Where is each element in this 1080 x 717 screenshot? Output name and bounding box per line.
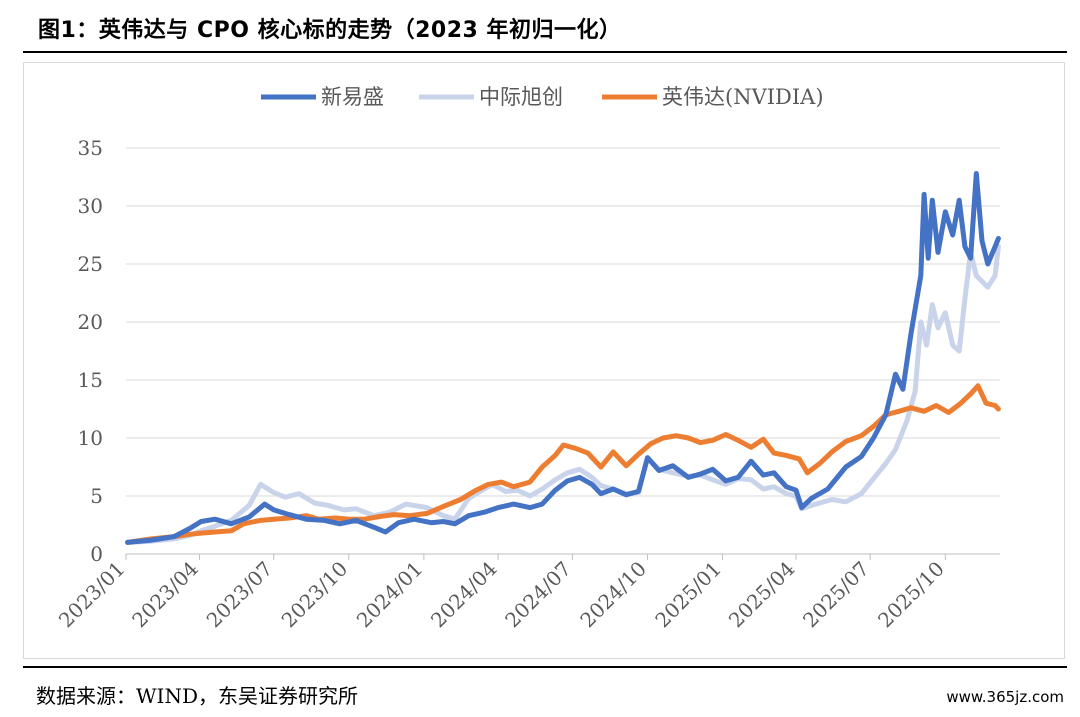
series-line-1 [125, 244, 1001, 545]
y-tick-label: 30 [78, 194, 103, 218]
x-tick-label: 2023/07 [202, 557, 278, 633]
chart-legend: 新易盛 中际旭创 英伟达(NVIDIA) [261, 85, 824, 109]
figure-title: 图1：英伟达与 CPO 核心标的走势（2023 年初归一化） [38, 18, 622, 43]
series-line-2 [125, 383, 1001, 545]
x-tick-label: 2024/07 [500, 557, 576, 633]
bottom-rule [23, 666, 1067, 668]
x-tick-label: 2025/01 [650, 557, 726, 633]
x-tick-label: 2025/07 [798, 557, 874, 633]
x-tick-label: 2023/04 [127, 557, 203, 633]
y-tick-label: 15 [78, 368, 103, 392]
y-tick-label: 35 [78, 136, 103, 160]
legend-label-1: 中际旭创 [479, 85, 563, 109]
watermark: www.365jz.com [946, 688, 1064, 706]
x-tick-label: 2025/04 [724, 557, 800, 633]
source-note: 数据来源：WIND，东吴证券研究所 [36, 684, 358, 708]
legend-label-2: 英伟达(NVIDIA) [662, 85, 824, 109]
line-chart: 新易盛 中际旭创 英伟达(NVIDIA) 0 5 10 15 20 25 30 35 2023/0… [54, 85, 1001, 633]
x-tick-label: 2023/01 [54, 557, 130, 633]
x-tick-label: 2024/10 [575, 557, 651, 633]
y-tick-label: 25 [78, 252, 103, 276]
x-tick-label: 2024/04 [426, 557, 502, 633]
top-rule [23, 51, 1067, 53]
y-tick-label: 10 [78, 426, 103, 450]
chart-frame [23, 62, 1065, 659]
y-tick-label: 0 [90, 542, 103, 566]
x-tick-label: 2023/10 [277, 557, 353, 633]
y-tick-label: 20 [78, 310, 103, 334]
legend-label-0: 新易盛 [321, 85, 384, 109]
y-tick-label: 5 [90, 484, 103, 508]
series-line-0 [125, 171, 1001, 545]
y-axis: 0 5 10 15 20 25 30 35 [78, 136, 103, 566]
series-lines [125, 171, 1001, 545]
x-tick-label: 2025/10 [873, 557, 949, 633]
x-tick-label: 2024/01 [352, 557, 428, 633]
